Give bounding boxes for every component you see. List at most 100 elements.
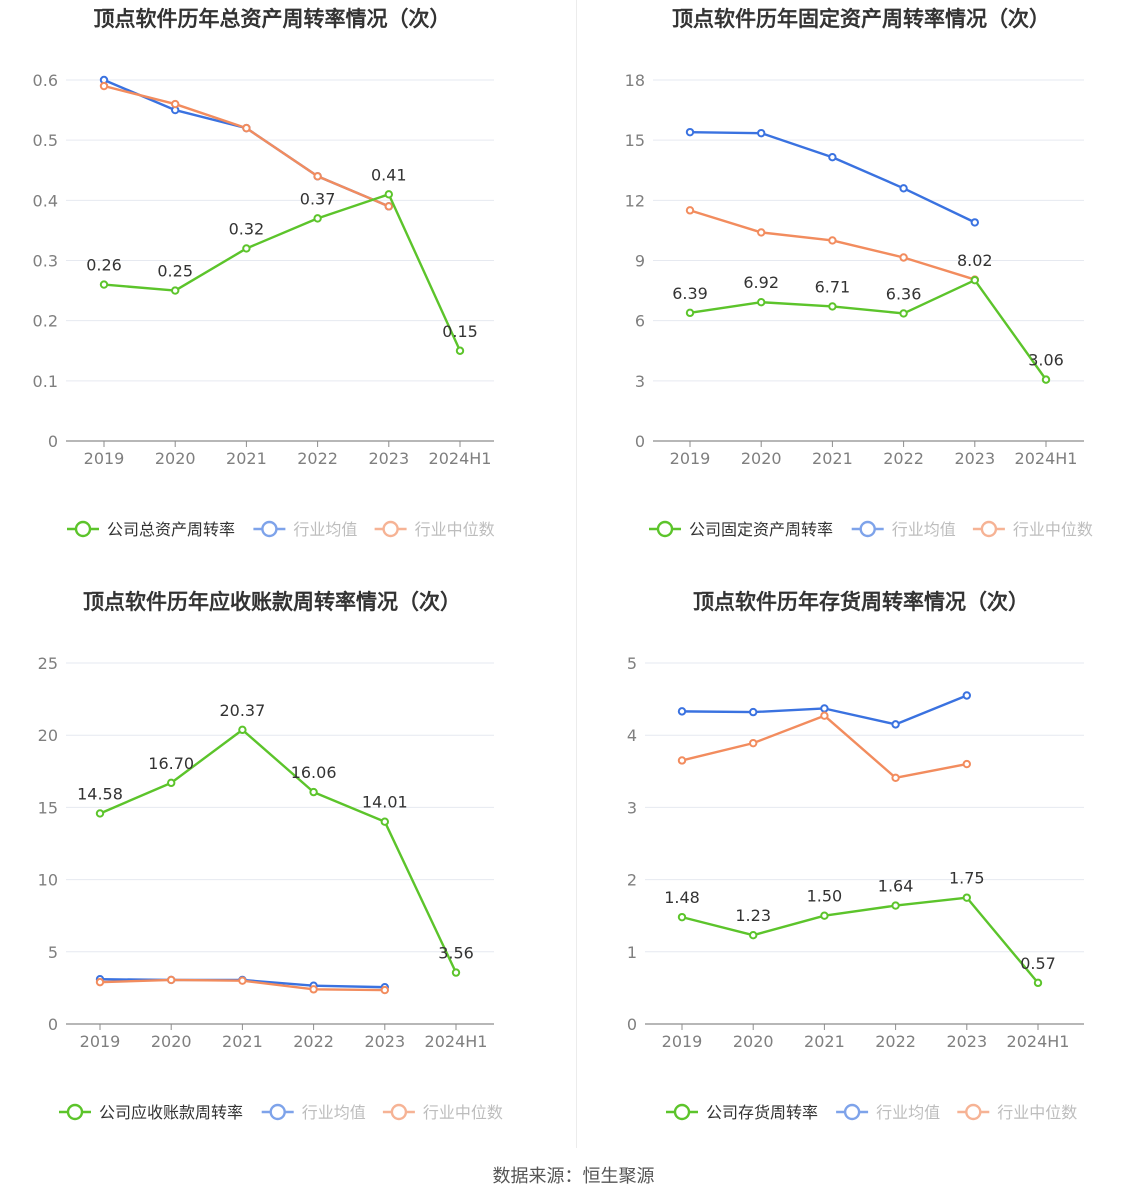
legend-marker	[656, 520, 674, 538]
legend-item-industry_median: 行业中位数	[972, 520, 1093, 539]
y-tick-label: 2	[627, 871, 637, 890]
data-point-company	[167, 778, 176, 788]
legend-item-company: 公司固定资产周转率	[649, 520, 833, 539]
chart-title: 顶点软件历年总资产周转率情况（次）	[94, 7, 451, 31]
legend-label: 行业中位数	[415, 520, 495, 539]
data-label: 0.26	[86, 256, 122, 275]
data-point-industry_median	[309, 985, 318, 994]
x-tick-label-2022: 2022	[875, 1032, 916, 1051]
y-tick-label: 18	[625, 71, 645, 90]
chart-panel-receivables-turnover: 顶点软件历年应收账款周转率情况（次） 0 5 10 15 20 25 2019 2020 2021…	[0, 583, 573, 1166]
legend-marker	[382, 520, 399, 538]
data-point-company	[820, 911, 829, 920]
y-tick-label: 4	[627, 726, 637, 745]
panel-divider	[576, 0, 577, 1148]
x-tick-label-2020: 2020	[741, 449, 782, 468]
data-label: 6.36	[886, 284, 922, 303]
x-tick-label-2024h1: 2024H1	[1015, 449, 1078, 468]
chart-panel-inventory-turnover: 顶点软件历年存货周转率情况（次） 0 1 2 3 4 5 2019 2020 2021 2022 20…	[577, 583, 1147, 1166]
data-point-industry_avg	[899, 184, 908, 193]
legend-label: 行业中位数	[997, 1103, 1077, 1122]
data-point-industry_avg	[685, 127, 695, 137]
data-point-company	[757, 298, 766, 307]
data-point-industry_avg	[962, 691, 971, 700]
data-label: 0.37	[300, 189, 336, 208]
data-point-industry_median	[891, 773, 900, 782]
inventory-turnover-chart: 顶点软件历年存货周转率情况（次） 0 1 2 3 4 5 2019 2020 2021 2022 20…	[627, 590, 1084, 1122]
x-tick-label-2024h1: 2024H1	[425, 1032, 488, 1051]
y-tick-label: 3	[635, 372, 645, 391]
x-tick-label-2019: 2019	[84, 449, 125, 468]
data-point-industry_median	[685, 206, 695, 215]
y-tick-label: 0	[48, 1015, 58, 1034]
data-point-industry_median	[962, 759, 971, 769]
legend-label: 公司存货周转率	[706, 1103, 818, 1122]
chart-title: 顶点软件历年应收账款周转率情况（次）	[83, 590, 461, 614]
data-point-company	[380, 817, 389, 826]
data-point-industry_avg	[757, 128, 766, 138]
data-point-industry_median	[899, 253, 908, 262]
x-tick-label-2022: 2022	[883, 449, 924, 468]
data-point-company	[309, 787, 318, 797]
legend-label: 行业均值	[892, 520, 956, 539]
y-tick-label: 0.1	[33, 372, 58, 391]
data-label: 3.06	[1028, 351, 1064, 370]
data-label: 1.64	[878, 877, 914, 896]
data-point-company	[313, 214, 322, 223]
legend-marker	[673, 1103, 691, 1121]
data-label: 6.92	[743, 273, 779, 292]
data-point-company	[95, 809, 105, 818]
y-tick-label: 0	[48, 432, 58, 451]
data-point-industry_median	[749, 738, 758, 748]
legend-label: 行业均值	[302, 1103, 366, 1122]
data-point-industry_median	[384, 202, 393, 211]
data-label: 0.57	[1020, 954, 1056, 973]
legend-marker	[269, 1103, 286, 1121]
y-tick-label: 0	[635, 432, 645, 451]
series-line-industry_median	[103, 84, 390, 208]
y-tick-label: 0.4	[33, 191, 58, 210]
y-tick-label: 12	[625, 191, 645, 210]
total-asset-turnover-chart: 顶点软件历年总资产周转率情况（次） 0 0.1 0.2 0.3 0.4 0.5 0.6 2019…	[33, 7, 495, 539]
x-tick-label-2021: 2021	[804, 1032, 845, 1051]
x-tick-label-2022: 2022	[297, 449, 338, 468]
legend-label: 公司应收账款周转率	[99, 1103, 243, 1122]
data-point-company	[238, 725, 247, 735]
legend-marker	[261, 520, 278, 538]
y-tick-label: 15	[625, 131, 645, 150]
legend-label: 行业均值	[293, 520, 357, 539]
data-point-company	[171, 286, 180, 295]
data-point-company	[677, 912, 687, 922]
data-point-company	[451, 968, 461, 977]
series-line-company	[689, 278, 1047, 381]
chart-title: 顶点软件历年存货周转率情况（次）	[693, 590, 1029, 614]
legend-item-industry_median: 行业中位数	[957, 1103, 1077, 1122]
series-line-company	[103, 193, 462, 352]
legend-label: 行业中位数	[1013, 520, 1093, 539]
legend-marker	[74, 520, 92, 538]
data-point-industry_median	[380, 985, 389, 995]
x-tick-label-2024h1: 2024H1	[429, 449, 492, 468]
x-tick-label-2020: 2020	[151, 1032, 192, 1051]
legend-item-industry_avg: 行业均值	[836, 1103, 940, 1122]
data-point-industry_median	[171, 99, 180, 109]
y-tick-label: 15	[38, 798, 58, 817]
data-point-company	[891, 901, 900, 910]
receivables-turnover-chart: 顶点软件历年应收账款周转率情况（次） 0 5 10 15 20 25 2019 2020 2021…	[38, 590, 503, 1122]
data-point-company	[970, 275, 979, 285]
y-tick-label: 20	[38, 726, 58, 745]
chart-content: 顶点软件历年固定资产周转率情况（次） 0 3 6 9 12 15 18 2019 2020 2021…	[625, 7, 1093, 539]
y-tick-label: 0.5	[33, 131, 58, 150]
legend-label: 行业中位数	[423, 1103, 503, 1122]
data-point-industry_median	[167, 975, 176, 985]
data-point-industry_avg	[970, 218, 979, 227]
y-tick-label: 0	[627, 1015, 637, 1034]
data-point-company	[962, 893, 971, 902]
y-tick-label: 6	[635, 312, 645, 331]
data-point-industry_median	[242, 123, 251, 133]
data-label: 14.01	[362, 793, 408, 812]
data-label: 0.25	[157, 262, 193, 281]
data-label: 16.06	[291, 763, 337, 782]
legend-item-industry_avg: 行业均值	[261, 1103, 366, 1122]
data-point-company	[899, 309, 908, 318]
